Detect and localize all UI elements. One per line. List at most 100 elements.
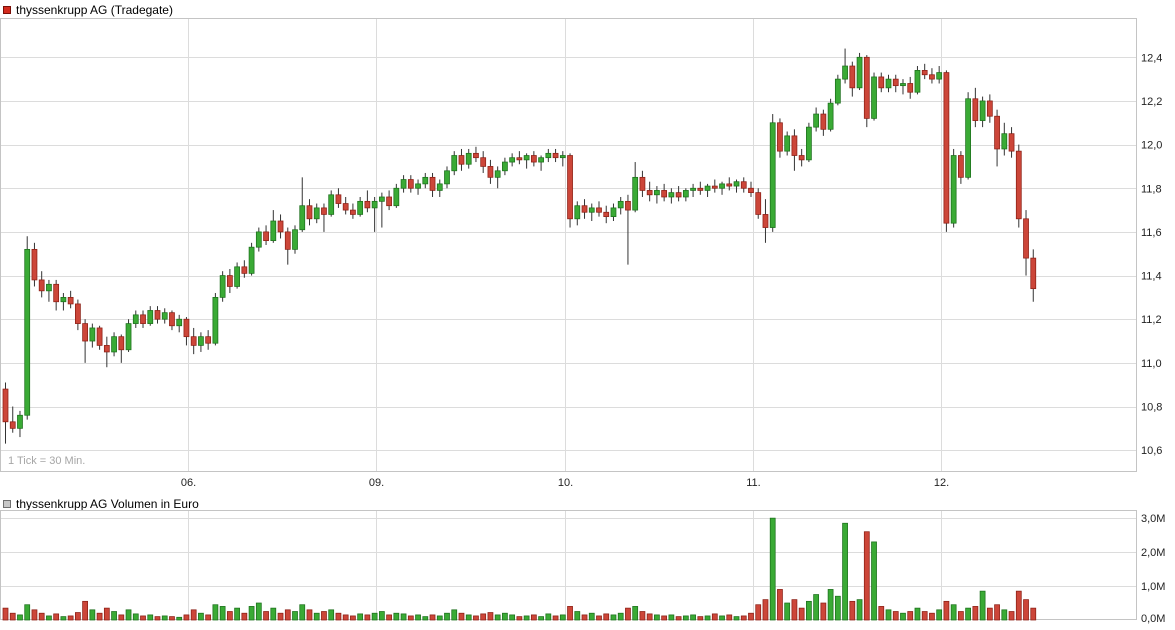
volume-bar bbox=[226, 611, 233, 621]
volume-bar bbox=[1030, 607, 1037, 621]
candle bbox=[226, 269, 233, 294]
candle-body-down bbox=[943, 72, 950, 224]
price-candlestick-chart[interactable]: 10,6 10,8 11,0 11,2 11,4 11,6 11,8 12,0 12,2 12,4… bbox=[0, 18, 1175, 496]
volume-bar bbox=[190, 609, 197, 621]
volume-y-axis-labels: 0,0M 1,0M 2,0M 3,0M bbox=[1141, 513, 1165, 625]
candle bbox=[892, 74, 899, 93]
candle-body-up bbox=[842, 65, 848, 80]
volume-bar bbox=[603, 613, 610, 621]
candle bbox=[292, 225, 298, 254]
volume-bar bbox=[67, 615, 74, 621]
candle-body-up bbox=[176, 318, 183, 327]
volume-bar bbox=[559, 614, 566, 621]
candle bbox=[219, 271, 226, 302]
candle bbox=[357, 196, 364, 217]
candle-body-up bbox=[378, 196, 385, 202]
candle-body-up bbox=[979, 100, 986, 121]
candle bbox=[234, 262, 240, 289]
candle-body-up bbox=[509, 157, 516, 163]
volume-bar bbox=[610, 614, 617, 621]
candle bbox=[986, 94, 993, 123]
candle bbox=[806, 122, 812, 163]
candle-body-up bbox=[806, 126, 812, 161]
candle-body-down bbox=[1030, 257, 1037, 290]
candle bbox=[762, 199, 769, 243]
volume-bar bbox=[147, 614, 154, 621]
candle-body-up bbox=[219, 275, 226, 298]
volume-bar bbox=[682, 615, 689, 621]
candle-body-up bbox=[132, 314, 139, 324]
volume-bar bbox=[451, 609, 458, 621]
candle bbox=[523, 153, 530, 169]
candle bbox=[856, 52, 863, 91]
candle bbox=[682, 188, 689, 202]
candle bbox=[444, 166, 450, 189]
volume-bar bbox=[284, 609, 291, 621]
candle-body-down bbox=[350, 209, 356, 215]
candle bbox=[617, 196, 624, 215]
candle bbox=[103, 336, 110, 368]
volume-bar bbox=[255, 602, 262, 621]
volume-bar bbox=[248, 606, 255, 621]
candle bbox=[494, 166, 501, 189]
candle-body-down bbox=[38, 279, 45, 292]
volume-bar bbox=[784, 602, 791, 621]
candle bbox=[559, 151, 566, 167]
candle bbox=[241, 260, 248, 278]
candle-body-down bbox=[675, 192, 682, 198]
candle bbox=[625, 194, 631, 265]
volume-bar bbox=[9, 612, 16, 621]
volume-bar bbox=[378, 611, 385, 621]
price-chart-title: thyssenkrupp AG (Tradegate) bbox=[16, 3, 173, 17]
volume-bar bbox=[161, 615, 168, 621]
candle bbox=[147, 306, 154, 326]
candle-body-up bbox=[856, 56, 863, 89]
candle bbox=[67, 290, 74, 309]
candle bbox=[994, 109, 1000, 167]
candle bbox=[1030, 249, 1037, 302]
volume-bar-chart[interactable]: 0,0M 1,0M 2,0M 3,0M bbox=[0, 510, 1175, 630]
candle-body-up bbox=[936, 72, 943, 80]
candle bbox=[791, 129, 798, 171]
candle-body-up bbox=[682, 190, 689, 198]
candle bbox=[38, 271, 45, 298]
candle-body-down bbox=[1008, 133, 1015, 152]
candle-body-down bbox=[552, 152, 559, 159]
candle-body-down bbox=[321, 207, 327, 215]
volume-bar bbox=[885, 609, 892, 621]
candle bbox=[798, 148, 805, 167]
candle bbox=[603, 205, 610, 224]
volume-bar bbox=[929, 612, 935, 621]
candle-body-up bbox=[965, 98, 971, 178]
candle-body-up bbox=[111, 336, 117, 353]
candle bbox=[827, 98, 834, 132]
candle bbox=[378, 192, 385, 228]
candle bbox=[306, 199, 313, 226]
volume-bar bbox=[878, 606, 885, 621]
volume-bar bbox=[292, 611, 298, 621]
candle bbox=[639, 170, 646, 197]
candle bbox=[958, 151, 964, 184]
volume-bar bbox=[132, 613, 139, 621]
candle-body-up bbox=[357, 200, 364, 215]
candle-body-down bbox=[67, 297, 74, 305]
volume-bar bbox=[219, 606, 226, 621]
candle-body-down bbox=[958, 155, 964, 178]
volume-bar bbox=[480, 613, 487, 621]
candle-body-up bbox=[255, 231, 262, 248]
candle-body-up bbox=[125, 323, 132, 351]
volume-bar bbox=[299, 604, 306, 621]
svg-text:06.: 06. bbox=[181, 477, 196, 489]
volume-bar bbox=[1023, 599, 1029, 621]
candle bbox=[111, 332, 117, 357]
candle bbox=[255, 227, 262, 252]
candle-body-down bbox=[625, 200, 631, 211]
candle-body-up bbox=[538, 157, 544, 163]
candle bbox=[654, 186, 660, 204]
candle-body-down bbox=[140, 314, 146, 324]
candle bbox=[458, 148, 465, 171]
volume-bar bbox=[863, 531, 870, 621]
candle-body-down bbox=[306, 205, 313, 220]
volume-bar bbox=[965, 607, 971, 621]
volume-gridlines bbox=[0, 510, 1137, 620]
